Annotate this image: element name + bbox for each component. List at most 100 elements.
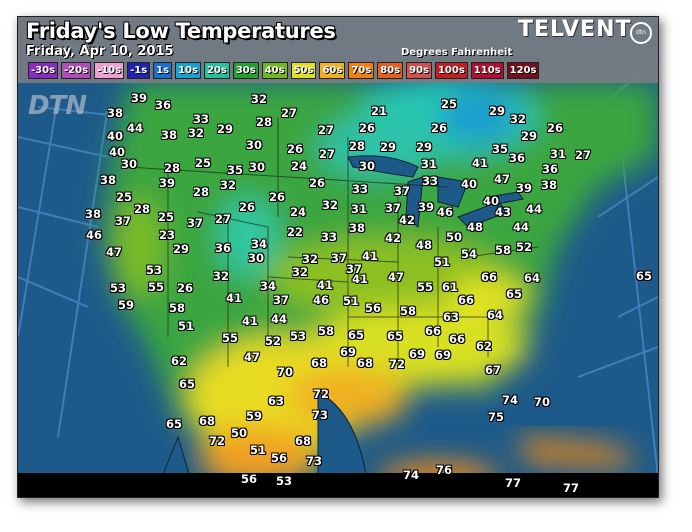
temperature-label: 66	[424, 324, 442, 338]
temperature-label: 28	[255, 115, 273, 129]
temperature-label: 39	[158, 176, 176, 190]
temperature-label: 26	[430, 121, 448, 135]
legend-swatch: 90s	[406, 62, 432, 79]
temperature-label: 58	[399, 304, 417, 318]
temperature-label: 67	[484, 363, 502, 377]
temperature-label: 36	[154, 98, 172, 112]
temperature-label: 26	[268, 190, 286, 204]
temperature-label: 63	[442, 310, 460, 324]
temperature-label: 40	[108, 145, 126, 159]
temperature-label: 30	[358, 159, 376, 173]
temperature-label: 50	[445, 230, 463, 244]
temperature-label: 62	[170, 354, 188, 368]
temperature-label: 25	[194, 156, 212, 170]
temperature-label: 21	[370, 104, 388, 118]
temperature-label: 37	[384, 201, 402, 215]
temperature-label: 47	[493, 172, 511, 186]
temperature-label: 41	[241, 314, 259, 328]
temperature-label: 37	[114, 214, 132, 228]
temperature-label: 34	[259, 279, 277, 293]
temperature-label: 29	[488, 104, 506, 118]
temperature-label: 66	[480, 270, 498, 284]
temperature-label: 62	[475, 339, 493, 353]
temperature-label: 32	[219, 178, 237, 192]
temperature-label: 26	[238, 200, 256, 214]
temperature-label: 30	[245, 138, 263, 152]
temperature-label: 38	[99, 173, 117, 187]
temperature-label: 75	[487, 410, 505, 424]
temperature-label: 32	[509, 112, 527, 126]
temperature-label: 51	[177, 319, 195, 333]
temperature-label: 59	[245, 409, 263, 423]
temperature-label: 74	[402, 468, 420, 482]
legend-swatch: 60s	[319, 62, 346, 79]
temperature-label: 47	[243, 350, 261, 364]
legend-swatch: 10s	[175, 62, 201, 79]
temperature-label: 72	[312, 387, 330, 401]
temperature-label: 31	[420, 157, 438, 171]
temperature-label: 52	[515, 240, 533, 254]
legend-swatch: -1s	[127, 62, 151, 79]
temperature-label: 31	[350, 202, 368, 216]
temperature-label: 64	[486, 308, 504, 322]
temperature-label: 59	[117, 298, 135, 312]
temperature-label: 38	[540, 178, 558, 192]
temperature-label: 53	[275, 474, 293, 488]
temperature-label: 61	[441, 280, 459, 294]
temperature-label: 26	[176, 281, 194, 295]
temperature-legend: -30s -20s -10s -1s 1s 10s 20s 30s 40s 50s 60s 70s 80…	[28, 62, 540, 79]
temperature-label: 40	[106, 129, 124, 143]
temperature-label: 69	[434, 348, 452, 362]
temperature-label: 65	[165, 417, 183, 431]
temperature-label: 36	[508, 151, 526, 165]
temperature-label: 46	[85, 228, 103, 242]
temperature-label: 64	[523, 271, 541, 285]
weather-map: DTN Friday's Low Temperatures Friday, Ap…	[17, 16, 659, 498]
temperature-label: 69	[408, 347, 426, 361]
legend-swatch: -10s	[94, 62, 125, 79]
temperature-label: 35	[491, 142, 509, 156]
legend-swatch: 110s	[470, 62, 504, 79]
temperature-label: 58	[168, 301, 186, 315]
temperature-label: 47	[387, 270, 405, 284]
temperature-label: 65	[347, 328, 365, 342]
temperature-label: 36	[214, 241, 232, 255]
temperature-label: 28	[133, 202, 151, 216]
temperature-label: 65	[178, 377, 196, 391]
temperature-label: 74	[501, 393, 519, 407]
map-title: Friday's Low Temperatures	[26, 19, 336, 43]
legend-swatch: 20s	[203, 62, 230, 79]
temperature-label: 25	[440, 97, 458, 111]
temperature-label: 27	[574, 148, 592, 162]
temperature-label: 29	[520, 129, 538, 143]
temperature-label: 47	[105, 245, 123, 259]
temperature-label: 77	[562, 481, 580, 495]
temperature-label: 44	[270, 312, 288, 326]
temperature-label: 46	[312, 293, 330, 307]
temperature-label: 26	[546, 121, 564, 135]
dtn-badge-logo: dtn	[630, 22, 652, 44]
temperature-label: 50	[230, 426, 248, 440]
temperature-label: 32	[212, 269, 230, 283]
temperature-label: 29	[172, 242, 190, 256]
temperature-label: 39	[515, 181, 533, 195]
temperature-label: 38	[106, 106, 124, 120]
temperature-label: 38	[348, 221, 366, 235]
temperature-label: 37	[330, 251, 348, 265]
temperature-label: 32	[250, 92, 268, 106]
temperature-label: 22	[286, 225, 304, 239]
temperature-label: 68	[198, 414, 216, 428]
temperature-label: 29	[216, 122, 234, 136]
temperature-label: 32	[321, 198, 339, 212]
legend-swatch: 120s	[506, 62, 540, 79]
temperature-label: 72	[208, 434, 226, 448]
temperature-label: 32	[301, 252, 319, 266]
temperature-label: 27	[317, 123, 335, 137]
temperature-label: 41	[316, 278, 334, 292]
temperature-label: 65	[386, 329, 404, 343]
legend-swatch: 100s	[434, 62, 468, 79]
temperature-label: 42	[384, 231, 402, 245]
temperature-label: 44	[512, 220, 530, 234]
temperature-label: 51	[249, 443, 267, 457]
temperature-label: 58	[494, 243, 512, 257]
